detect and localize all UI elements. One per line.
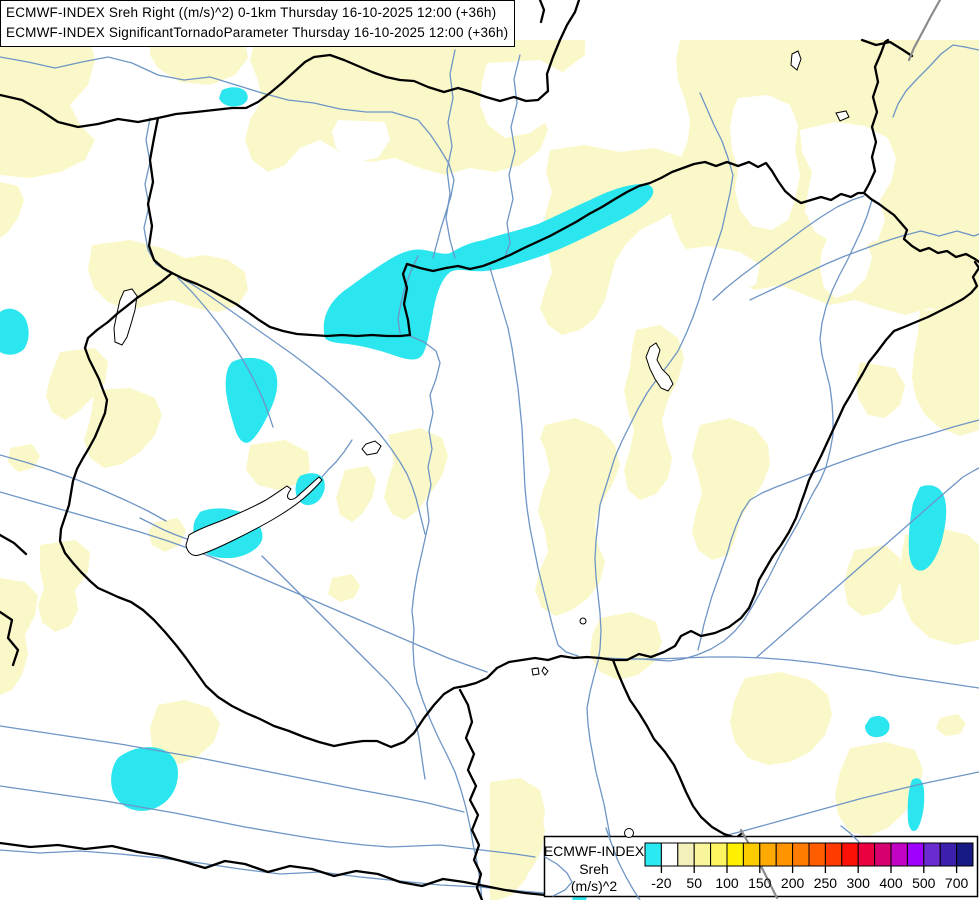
border-austria-hungary-croatia — [58, 271, 615, 749]
colorbar-tick-label: 200 — [781, 875, 805, 891]
colorbar-swatch — [808, 842, 826, 867]
colorbar-swatch — [710, 842, 728, 867]
legend-parameter: Sreh — [579, 861, 609, 877]
colorbar-swatch — [841, 842, 859, 867]
colorbar-tick-label: 500 — [912, 875, 936, 891]
rivers — [0, 44, 979, 900]
tisza-river — [586, 92, 734, 899]
sava-river — [0, 849, 546, 894]
colorbar-tick-label: 300 — [847, 875, 871, 891]
lake-balaton — [185, 476, 323, 556]
colorbar-swatch — [792, 842, 810, 867]
colorbar-tick-label: 150 — [748, 875, 772, 891]
colorbar-tick-label: 100 — [715, 875, 739, 891]
colorbar-swatch — [923, 842, 941, 867]
cyan-left-edge — [0, 308, 29, 355]
colorbar-tick-label: 50 — [686, 875, 702, 891]
lake-tisza — [645, 342, 674, 392]
cyan-southwest-blob — [111, 747, 178, 811]
cyan-east-band — [908, 485, 947, 571]
cyan-small-north — [219, 87, 248, 107]
colorbar-tick-label: 250 — [814, 875, 838, 891]
raba-river — [171, 272, 426, 535]
title-line-2: ECMWF-INDEX SignificantTornadoParameter … — [6, 25, 509, 40]
legend-title: ECMWF-INDEX — [544, 843, 645, 859]
colorbar-tick-label: 700 — [945, 875, 969, 891]
colorbar-swatch — [742, 842, 761, 867]
title-line-1: ECMWF-INDEX Sreh Right ((m/s)^2) 0-1km T… — [6, 5, 497, 20]
colorbar: -20 50 100 150 200 250 300 400 500 700 — [644, 842, 974, 891]
gray-borders — [907, 0, 942, 62]
title-bar: ECMWF-INDEX Sreh Right ((m/s)^2) 0-1km T… — [0, 0, 516, 47]
border-hu-sk-northeast — [405, 160, 866, 273]
colorbar-swatch — [939, 842, 958, 867]
lake-velence — [361, 440, 382, 456]
danube-river — [409, 335, 483, 900]
sio-river — [261, 555, 426, 780]
legend-content: ECMWF-INDEX Sreh (m/s)^2 -20 50 100 150 200 2… — [544, 842, 974, 894]
border-sava — [0, 841, 547, 897]
drava-river — [0, 491, 488, 673]
colorbar-tick-label: 400 — [879, 875, 903, 891]
cyan-teardrop — [225, 357, 278, 443]
upper-tisza-river — [600, 199, 873, 662]
colorbar-swatch — [726, 842, 744, 867]
colorbar-swatch — [644, 842, 662, 867]
colorbar-tick-label: -20 — [651, 875, 671, 891]
colorbar-swatch — [775, 842, 794, 867]
colorbar-swatch — [956, 842, 974, 867]
colorbar-swatch — [874, 842, 892, 867]
colorbar-swatch — [677, 842, 695, 867]
border-croatia-serbia-danube — [458, 688, 484, 900]
maros-river — [699, 771, 979, 843]
legend-units: (m/s)^2 — [571, 878, 617, 894]
border-hu-serbia — [611, 658, 743, 840]
danube-upper-river — [0, 56, 455, 259]
border-danube-hu-sk — [170, 271, 412, 338]
colorbar-swatch — [759, 842, 777, 867]
mura-river — [0, 454, 167, 522]
colorbar-swatch — [824, 842, 843, 867]
border-hu-ro-east — [611, 260, 979, 662]
colorbar-swatch — [660, 842, 679, 867]
colorbar-swatch — [890, 842, 908, 867]
colorbar-swatch — [693, 842, 712, 867]
colorbar-swatch — [857, 842, 876, 867]
colorbar-swatch — [906, 842, 925, 867]
